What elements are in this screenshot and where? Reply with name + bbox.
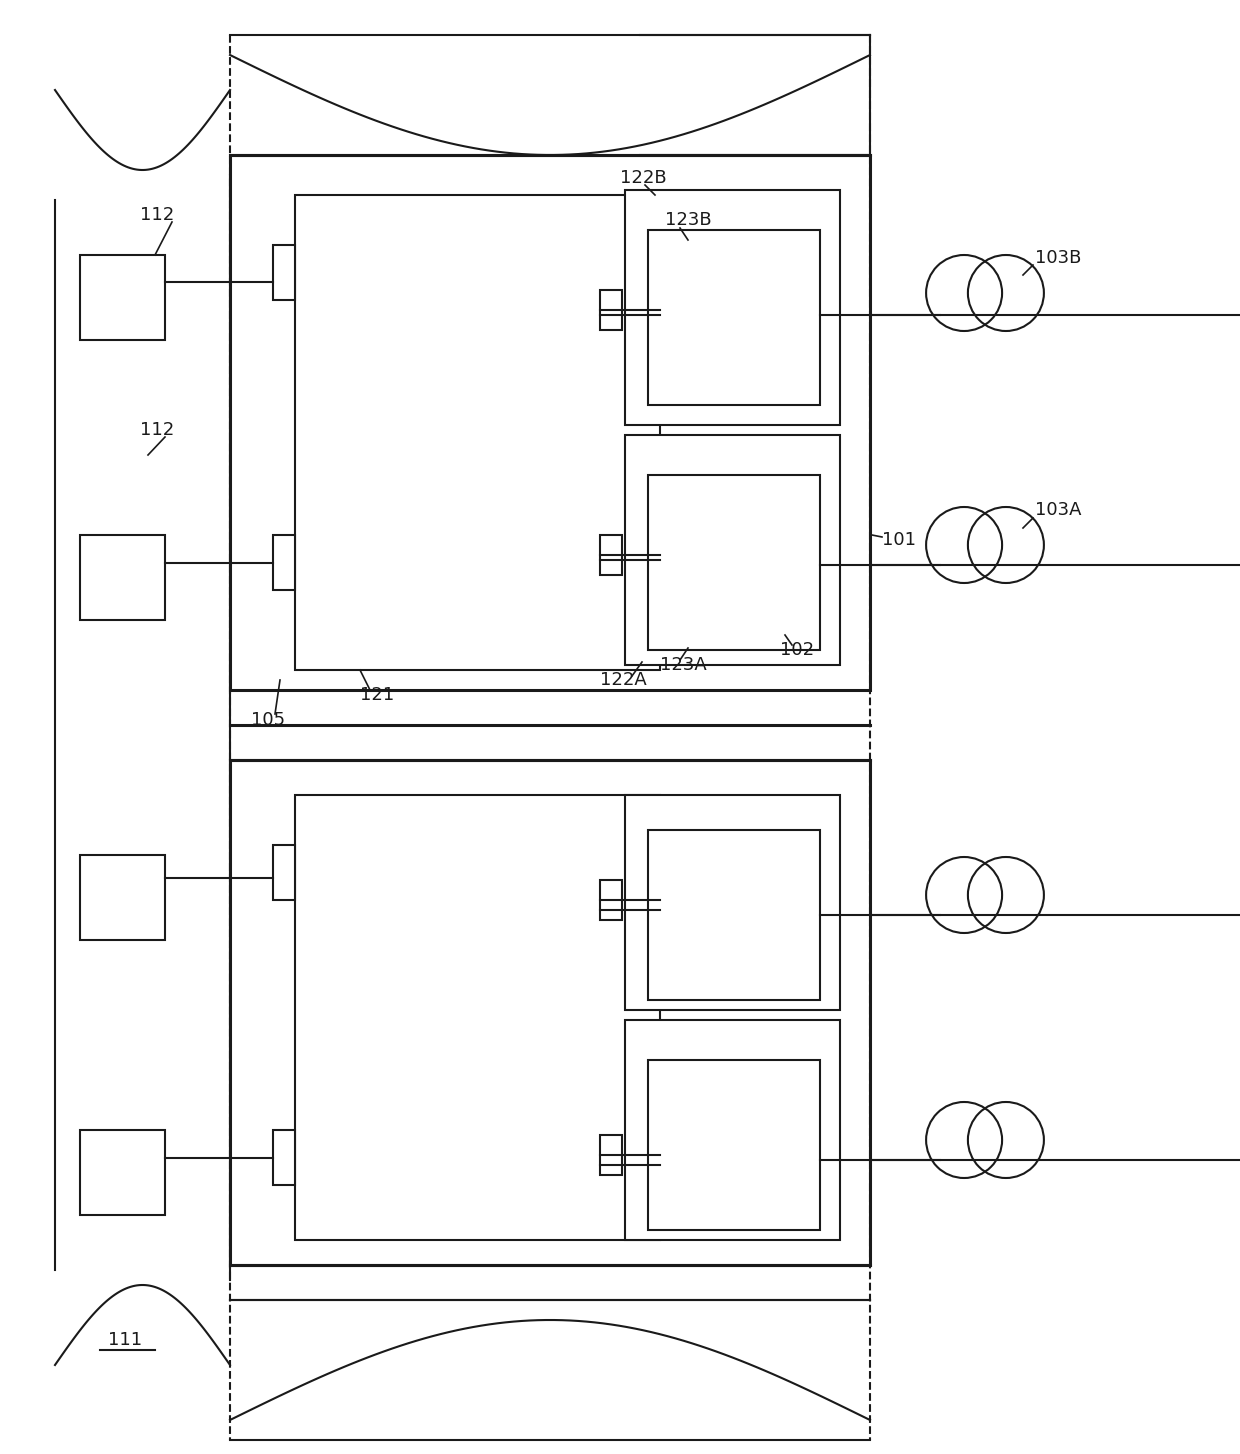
Text: 122B: 122B	[620, 169, 667, 188]
Bar	[273, 845, 295, 900]
Text: 123B: 123B	[665, 211, 712, 228]
Text: 112: 112	[140, 422, 175, 439]
Bar	[600, 535, 622, 574]
Bar	[649, 230, 820, 406]
Bar	[229, 760, 870, 1265]
Text: 103A: 103A	[1035, 502, 1081, 519]
Bar	[649, 1060, 820, 1230]
Bar	[295, 195, 660, 670]
Text: 123A: 123A	[660, 656, 707, 675]
Text: 105: 105	[250, 711, 285, 728]
Text: 121: 121	[360, 686, 394, 704]
Bar	[625, 795, 839, 1011]
Bar	[649, 475, 820, 650]
Bar	[81, 535, 165, 619]
Bar	[273, 246, 295, 300]
Bar	[625, 435, 839, 664]
Bar	[649, 830, 820, 1000]
Bar	[600, 880, 622, 920]
Text: 103B: 103B	[1035, 249, 1081, 268]
Text: 112: 112	[140, 206, 175, 224]
Bar	[273, 535, 295, 590]
Bar	[600, 289, 622, 330]
Bar	[229, 156, 870, 691]
Bar	[295, 795, 660, 1240]
Text: 111: 111	[108, 1330, 143, 1349]
Bar	[273, 1130, 295, 1185]
Text: 122A: 122A	[600, 670, 647, 689]
Bar	[600, 1136, 622, 1175]
Bar	[625, 190, 839, 425]
Bar	[625, 1021, 839, 1240]
Bar	[81, 1130, 165, 1216]
Text: 102: 102	[780, 641, 815, 659]
Bar	[81, 855, 165, 939]
Bar	[81, 254, 165, 340]
Text: 101: 101	[882, 531, 916, 550]
